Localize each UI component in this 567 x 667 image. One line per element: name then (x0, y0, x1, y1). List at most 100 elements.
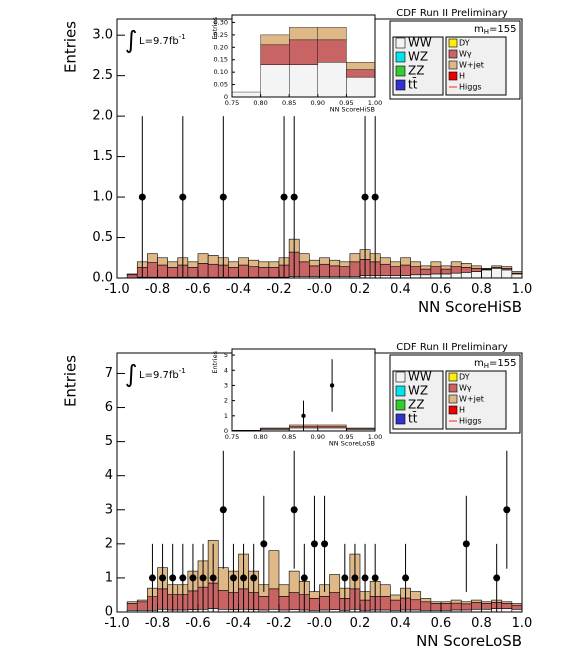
hist-segment (460, 601, 472, 605)
x-tick-label: -0.2 (266, 616, 291, 631)
hist-segment (167, 261, 179, 268)
x-tick-label: 1.0 (512, 616, 533, 631)
hist-segment (258, 261, 270, 268)
hist-segment (217, 590, 229, 610)
hist-segment (440, 268, 452, 275)
hist-segment (157, 264, 168, 278)
hist-segment (400, 257, 411, 266)
hist-segment (379, 584, 391, 597)
data-point (189, 574, 197, 582)
y-tick-label: 0 (224, 427, 228, 435)
x-tick-label: 0.90 (311, 99, 325, 107)
hist-segment (390, 261, 401, 267)
hist-segment (298, 253, 310, 263)
hist-segment (268, 588, 280, 610)
legend-swatch (395, 371, 406, 383)
hist-segment (440, 601, 452, 604)
hist-segment (260, 427, 290, 429)
y-tick-label: 0 (224, 93, 228, 101)
integral-sign: ∫ (125, 26, 138, 54)
hist-segment (430, 603, 442, 611)
hist-segment (481, 601, 492, 604)
hist-segment (260, 34, 290, 46)
mass-part: m (474, 358, 484, 369)
legend-label: WW (408, 36, 432, 50)
hist-segment (317, 39, 347, 63)
hist-segment (390, 599, 401, 611)
hist-segment (481, 603, 492, 610)
hist-segment (379, 596, 391, 611)
hist-segment (460, 267, 472, 273)
hist-segment (450, 602, 462, 611)
legend-swatch (395, 79, 406, 91)
hist-segment (278, 596, 290, 611)
mass-part: =155 (489, 358, 516, 369)
legend-label: H (459, 72, 465, 81)
hist-segment (309, 259, 320, 267)
hist-segment (147, 262, 158, 278)
hist-segment (450, 599, 462, 604)
hist-segment (460, 272, 472, 279)
x-tick-label: 0.85 (282, 99, 296, 107)
mass-part: H (484, 362, 489, 370)
hist-segment (481, 269, 492, 279)
hist-segment (420, 601, 432, 611)
data-point (371, 193, 379, 201)
hist-segment (511, 604, 523, 610)
hist-segment (430, 261, 442, 267)
mass-label: mH=155 (474, 24, 516, 36)
x-tick-label: -0.6 (185, 282, 210, 297)
hist-segment (289, 27, 319, 41)
header: CDF Run II Preliminary (396, 342, 508, 353)
y-tick-label: 0.05 (214, 81, 228, 89)
y-tick-label: 0.30 (214, 18, 228, 26)
hist-segment (339, 266, 351, 277)
lumi-text: L=9.7fb (139, 370, 179, 381)
legend-label: WZ (408, 50, 428, 64)
x-tick-label: 0.2 (350, 282, 371, 297)
y-tick-label: 0.25 (214, 31, 228, 39)
hist-segment (317, 425, 347, 429)
hist-segment (511, 271, 523, 274)
luminosity: L=9.7fb-1 (139, 367, 186, 381)
hist-segment (258, 267, 270, 278)
hist-segment (471, 602, 482, 610)
y-tick-label: 0.10 (214, 68, 228, 76)
legend-label: Wγ (459, 50, 472, 59)
x-tick-label: -0.8 (145, 282, 170, 297)
hist-segment (319, 596, 330, 611)
hist-segment (260, 64, 290, 98)
hist-segment (197, 253, 209, 264)
data-point (341, 574, 349, 582)
hist-segment (410, 599, 422, 611)
y-tick-label: 0.15 (214, 56, 228, 64)
hist-segment (349, 261, 361, 277)
x-tick-label: -0.2 (266, 282, 291, 297)
data-point (361, 193, 369, 201)
hist-segment (460, 603, 472, 611)
hist-segment (329, 592, 341, 610)
hist-segment (390, 594, 401, 601)
legend-label: W+jet (459, 395, 484, 404)
data-point (280, 193, 288, 201)
y-axis-label: Entries (62, 21, 80, 73)
hist-segment (410, 591, 422, 601)
hist-segment (317, 424, 347, 427)
legend-label: WW (408, 370, 432, 384)
y-axis-label: Entries (62, 355, 80, 407)
hist-segment (317, 62, 347, 98)
mass-part: H (484, 28, 489, 36)
y-tick-label: 4 (105, 468, 113, 483)
y-axis-label: Entries (211, 16, 219, 39)
legend-swatch (395, 413, 406, 425)
hist-segment (248, 259, 260, 267)
x-tick-label: -0.6 (185, 616, 210, 631)
x-tick-label: 1.00 (368, 99, 382, 107)
legend-swatch (448, 383, 458, 393)
legend-swatch (395, 51, 406, 63)
data-point (462, 540, 470, 548)
y-tick-label: 4 (224, 366, 228, 374)
x-tick-label: -0.4 (226, 616, 251, 631)
hist-segment (309, 598, 320, 611)
lumi-text: L=9.7fb (139, 36, 179, 47)
